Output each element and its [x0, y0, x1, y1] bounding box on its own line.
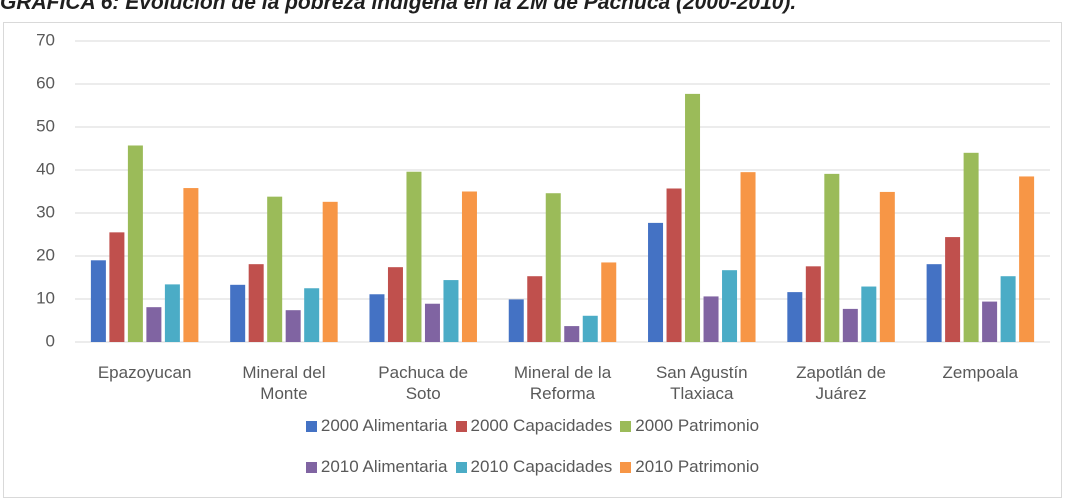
- y-tick-label: 40: [36, 159, 55, 178]
- legend-item: 2000 Alimentaria: [305, 416, 448, 436]
- bar: [879, 191, 895, 342]
- legend-item: 2000 Capacidades: [455, 416, 613, 436]
- bar: [406, 171, 422, 342]
- x-tick-label: Mineral de la Reforma: [513, 363, 612, 403]
- bar: [127, 145, 143, 342]
- legend-item: 2010 Patrimonio: [620, 457, 759, 477]
- legend-label: 2010 Patrimonio: [635, 457, 760, 476]
- bar: [322, 201, 338, 342]
- legend-row: 2000 Alimentaria 2000 Capacidades 2000 Pat…: [0, 416, 1065, 436]
- legend-label: 2000 Patrimonio: [635, 416, 760, 435]
- bar: [703, 296, 719, 342]
- legend-label: 2010 Alimentaria: [320, 457, 448, 476]
- bar: [722, 270, 738, 342]
- bar: [267, 196, 283, 342]
- bar: [230, 284, 246, 342]
- y-tick-label: 30: [36, 202, 55, 221]
- bar: [369, 294, 385, 342]
- x-tick-label: Zapotlán de Juárez: [796, 363, 886, 403]
- bar: [842, 308, 858, 342]
- bar: [740, 172, 756, 342]
- bar: [666, 188, 682, 342]
- bar: [304, 288, 320, 342]
- y-tick-label: 70: [36, 30, 55, 49]
- chart-title: GRÁFICA 6: Evolución de la pobreza indíg…: [0, 0, 797, 14]
- bar: [1019, 176, 1035, 342]
- bar: [945, 237, 961, 342]
- bar: [982, 301, 998, 342]
- bar: [146, 307, 162, 342]
- legend-item: 2010 Capacidades: [455, 457, 613, 477]
- bar: [805, 266, 821, 342]
- bar: [564, 326, 580, 342]
- bar: [164, 284, 180, 342]
- bar: [508, 299, 524, 342]
- bar: [461, 191, 477, 342]
- legend-swatch: [620, 420, 632, 432]
- legend-swatch: [455, 420, 467, 432]
- bar: [285, 310, 301, 342]
- bar: [424, 303, 440, 342]
- legend-row: 2010 Alimentaria 2010 Capacidades 2010 Pat…: [0, 457, 1065, 477]
- bar: [109, 232, 125, 342]
- legend-item: 2000 Patrimonio: [620, 416, 759, 436]
- legend-swatch: [455, 461, 467, 473]
- chart-frame: [3, 22, 1062, 498]
- bar: [183, 188, 199, 342]
- bar: [387, 267, 403, 342]
- legend-label: 2010 Capacidades: [470, 457, 613, 476]
- bar: [685, 93, 701, 342]
- bar: [648, 222, 664, 342]
- x-tick-label: Zempoala: [942, 363, 1019, 382]
- bar: [582, 315, 598, 342]
- legend-label: 2000 Alimentaria: [320, 416, 448, 435]
- bar: [861, 286, 877, 342]
- bar: [1000, 276, 1016, 342]
- bar: [824, 173, 840, 342]
- bar: [963, 152, 979, 342]
- legend-item: 2010 Alimentaria: [305, 457, 448, 477]
- legend-label: 2000 Capacidades: [470, 416, 613, 435]
- y-tick-label: 60: [36, 73, 55, 92]
- bar: [787, 292, 803, 342]
- bar: [926, 264, 942, 342]
- y-tick-label: 50: [36, 116, 55, 135]
- y-tick-label: 10: [36, 288, 55, 307]
- legend-swatch: [305, 461, 317, 473]
- bar: [248, 264, 264, 342]
- bar: [443, 280, 459, 342]
- bar: [527, 276, 543, 342]
- x-tick-label: Pachuca de Soto: [378, 363, 469, 403]
- bar: [545, 193, 561, 342]
- legend-swatch: [305, 420, 317, 432]
- legend-swatch: [620, 461, 632, 473]
- x-tick-label: Epazoyucan: [97, 363, 192, 382]
- y-tick-label: 20: [36, 245, 55, 264]
- bar: [601, 262, 617, 342]
- x-tick-label: Mineral del Monte: [242, 363, 326, 403]
- bar: [90, 260, 106, 342]
- y-tick-label: 0: [46, 331, 55, 350]
- x-tick-label: San Agustín Tlaxiaca: [655, 363, 748, 403]
